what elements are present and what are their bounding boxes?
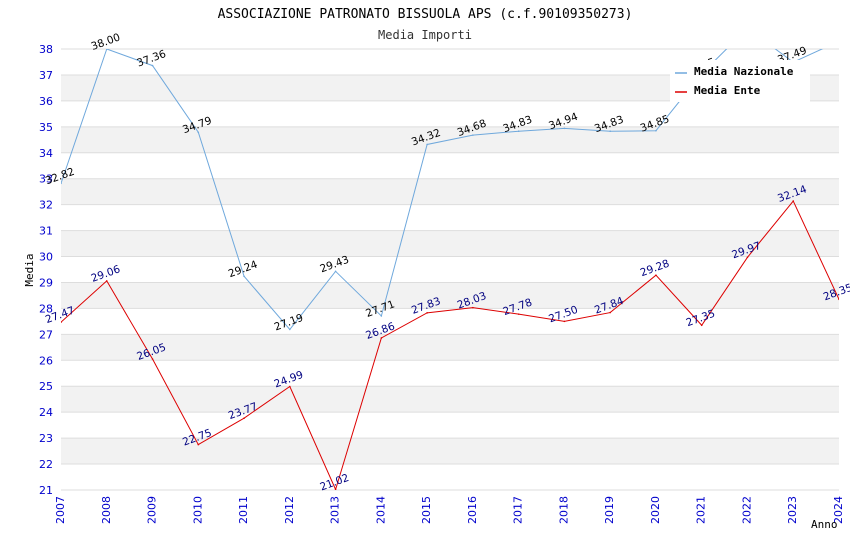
y-tick-label: 30 <box>39 251 53 264</box>
data-point <box>746 256 749 259</box>
y-axis-ticks: 21 22 23 24 25 26 27 28 29 30 31 32 33 34 35 36 37 38 <box>39 43 53 497</box>
data-point <box>289 328 291 331</box>
x-tick-label: 2012 <box>283 496 296 524</box>
grid-band <box>61 178 839 205</box>
data-point <box>472 134 474 136</box>
x-tick-label: 2018 <box>557 496 570 524</box>
grid-band <box>61 360 839 387</box>
legend-box <box>670 60 810 102</box>
data-point <box>61 182 62 185</box>
x-tick-label: 2023 <box>786 496 799 524</box>
data-point <box>655 274 657 277</box>
data-point <box>609 130 611 133</box>
x-tick-label: 2011 <box>237 496 250 524</box>
y-tick-label: 37 <box>39 69 53 82</box>
data-point <box>838 298 839 301</box>
y-tick-label: 21 <box>39 484 53 497</box>
y-tick-label: 28 <box>39 302 53 315</box>
data-point <box>197 443 200 446</box>
legend: Media Nazionale Media Ente <box>670 60 810 102</box>
data-point <box>426 143 428 146</box>
grid-band <box>61 256 839 283</box>
y-tick-label: 27 <box>39 328 53 341</box>
data-point <box>289 385 291 388</box>
data-point <box>517 313 520 315</box>
x-tick-label: 2019 <box>603 496 616 524</box>
x-tick-label: 2014 <box>374 496 387 524</box>
y-tick-label: 23 <box>39 432 53 445</box>
data-point <box>243 417 245 419</box>
data-point <box>655 129 657 132</box>
grid-band <box>61 308 839 335</box>
grid-band <box>61 464 839 490</box>
series-line <box>61 200 839 490</box>
data-point <box>747 27 749 29</box>
data-point <box>151 64 154 67</box>
data-point <box>334 270 337 273</box>
data-point <box>380 337 383 339</box>
x-axis-ticks: 2007 2008 2009 2010 2011 2012 2013 2014 2015 2016… <box>54 496 845 524</box>
data-point <box>380 315 383 317</box>
grid-band <box>61 100 839 127</box>
legend-label-nazionale: Media Nazionale <box>694 65 794 78</box>
data-point <box>243 275 245 278</box>
data-point <box>792 200 795 202</box>
data-point <box>197 131 200 134</box>
data-point <box>700 324 703 327</box>
data-point <box>472 306 474 309</box>
grid-band <box>61 282 839 309</box>
data-point <box>105 280 108 282</box>
data-point <box>426 312 428 314</box>
data-point <box>609 311 611 314</box>
y-tick-label: 35 <box>39 121 53 134</box>
x-tick-label: 2024 <box>832 496 845 524</box>
x-axis-label: Anno <box>811 518 838 531</box>
grid-band <box>61 412 839 439</box>
data-point <box>563 320 566 323</box>
grid-band <box>61 386 839 413</box>
data-point <box>517 130 520 133</box>
x-tick-label: 2010 <box>191 496 204 524</box>
y-tick-label: 29 <box>39 276 53 289</box>
data-point <box>838 40 840 42</box>
y-tick-label: 22 <box>39 458 53 471</box>
x-tick-label: 2016 <box>466 496 479 524</box>
x-tick-label: 2015 <box>420 496 433 524</box>
y-tick-label: 24 <box>39 406 53 419</box>
chart-subtitle: Media Importi <box>378 28 472 42</box>
grid-band <box>61 438 839 465</box>
data-point <box>105 49 108 50</box>
x-tick-label: 2022 <box>740 496 753 524</box>
y-tick-label: 33 <box>39 173 53 186</box>
data-point <box>151 358 154 360</box>
data-point <box>563 127 566 130</box>
y-tick-label: 38 <box>39 43 53 56</box>
y-tick-label: 31 <box>39 225 53 238</box>
y-tick-label: 36 <box>39 95 53 108</box>
x-tick-label: 2021 <box>695 496 708 524</box>
data-point <box>334 488 337 490</box>
y-axis-label: Media <box>23 253 36 286</box>
grid-band <box>61 152 839 179</box>
x-tick-label: 2007 <box>54 496 67 524</box>
grid-band <box>61 204 839 231</box>
x-tick-label: 2009 <box>146 496 159 524</box>
grid-band <box>61 230 839 257</box>
grid-band <box>61 334 839 361</box>
y-tick-label: 26 <box>39 354 53 367</box>
y-tick-label: 32 <box>39 199 53 212</box>
data-point <box>61 321 62 323</box>
y-tick-label: 34 <box>39 147 53 160</box>
x-tick-label: 2017 <box>512 496 525 524</box>
legend-label-ente: Media Ente <box>694 84 761 97</box>
chart-title: ASSOCIAZIONE PATRONATO BISSUOLA APS (c.f… <box>218 7 633 22</box>
y-tick-label: 25 <box>39 380 53 393</box>
x-tick-label: 2008 <box>100 496 113 524</box>
x-tick-label: 2020 <box>649 496 662 524</box>
x-tick-label: 2013 <box>329 496 342 524</box>
grid-bands <box>61 48 839 491</box>
